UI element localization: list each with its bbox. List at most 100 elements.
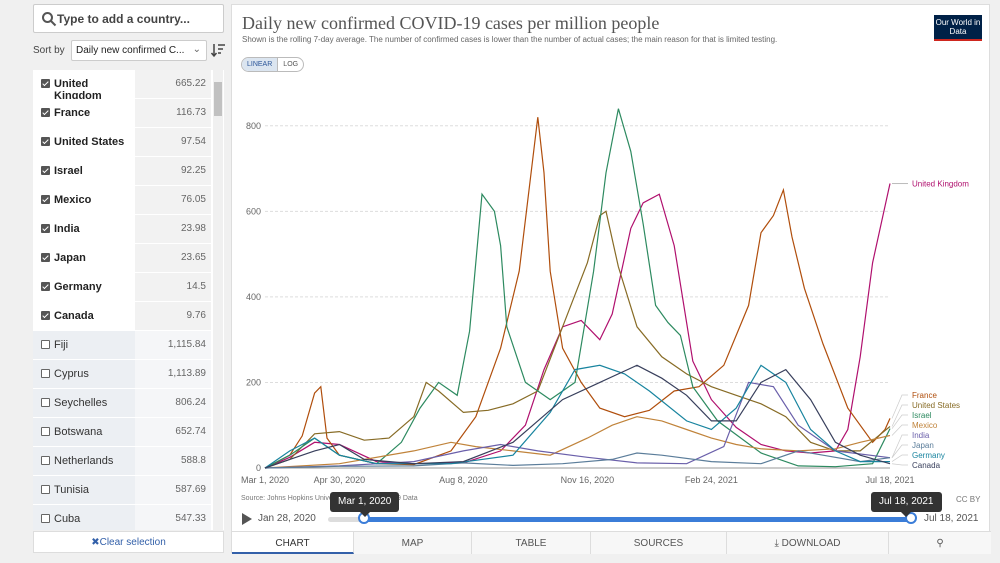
country-value: 547.33 (135, 505, 211, 530)
country-row[interactable]: India 23.98 (33, 215, 211, 243)
country-name: France (33, 99, 135, 127)
checkbox[interactable] (41, 514, 50, 523)
country-row[interactable]: United States 97.54 (33, 128, 211, 156)
country-name: Mexico (33, 186, 135, 214)
y-tick-label: 800 (246, 121, 261, 131)
series-line (264, 416, 891, 469)
checkbox[interactable] (41, 79, 50, 88)
country-row[interactable]: Israel 92.25 (33, 157, 211, 185)
log-button[interactable]: LOG (283, 61, 299, 68)
country-name: Israel (33, 157, 135, 185)
checkbox[interactable] (41, 253, 50, 262)
sort-row: Sort by Daily new confirmed C... ⌄ (33, 40, 225, 62)
country-row[interactable]: Canada 9.76 (33, 302, 211, 330)
series-line (264, 364, 891, 469)
y-tick-label: 400 (246, 292, 261, 302)
country-name: Netherlands (33, 447, 135, 475)
checkbox[interactable] (41, 427, 50, 436)
timeline-end-handle[interactable]: Jul 18, 2021 (871, 492, 942, 524)
legend-connector (891, 463, 908, 466)
download-label: DOWNLOAD (781, 538, 841, 549)
end-handle-tooltip: Jul 18, 2021 (871, 492, 942, 517)
tab-sources[interactable]: SOURCES (591, 532, 727, 554)
country-row[interactable]: Botswana 652.74 (33, 418, 211, 446)
timeline-selected-range (363, 517, 911, 522)
timeline-start-label: Jan 28, 2020 (258, 513, 316, 524)
share-icon: ⚲ (936, 538, 944, 549)
tab-download[interactable]: ⤓ DOWNLOAD (727, 532, 889, 554)
country-value: 806.24 (135, 389, 211, 417)
country-row[interactable]: Seychelles 806.24 (33, 389, 211, 417)
country-row[interactable]: Japan 23.65 (33, 244, 211, 272)
timeline-start-handle[interactable]: Mar 1, 2020 (330, 492, 400, 524)
country-name: Seychelles (33, 389, 135, 417)
checkbox[interactable] (41, 485, 50, 494)
linear-button[interactable]: LINEAR (242, 58, 279, 71)
x-tick-label: Jul 18, 2021 (865, 475, 914, 485)
source-note: Source: Johns Hopkins University CSSE CO… (241, 495, 418, 502)
country-name: Germany (33, 273, 135, 301)
list-scrollbar[interactable] (213, 70, 223, 530)
checkbox[interactable] (41, 224, 50, 233)
country-value: 652.74 (135, 418, 211, 446)
sort-label: Sort by (33, 45, 65, 56)
x-tick-label: Aug 8, 2020 (439, 475, 488, 485)
checkbox[interactable] (41, 282, 50, 291)
clear-selection-button[interactable]: ✖Clear selection (33, 531, 224, 553)
country-value: 9.76 (135, 302, 211, 330)
legend-label: United States (912, 401, 960, 410)
country-value: 76.05 (135, 186, 211, 214)
checkbox[interactable] (41, 340, 50, 349)
search-box[interactable]: Type to add a country... (33, 4, 224, 33)
x-tick-label: Feb 24, 2021 (685, 475, 738, 485)
tab-table[interactable]: TABLE (472, 532, 591, 554)
country-row[interactable]: Cyprus 1,113.89 (33, 360, 211, 388)
country-row[interactable]: Germany 14.5 (33, 273, 211, 301)
country-name: Fiji (33, 331, 135, 359)
checkbox[interactable] (41, 456, 50, 465)
checkbox[interactable] (41, 195, 50, 204)
start-handle-tooltip: Mar 1, 2020 (330, 492, 400, 517)
country-row[interactable]: United Kingdom 665.22 (33, 70, 211, 102)
country-name: Cyprus (33, 360, 135, 388)
tab-map[interactable]: MAP (354, 532, 472, 554)
country-list: United Kingdom 665.22 France 116.73 United S… (33, 70, 224, 530)
checkbox[interactable] (41, 311, 50, 320)
country-row[interactable]: Tunisia 587.69 (33, 476, 211, 504)
country-row[interactable]: France 116.73 (33, 99, 211, 127)
country-row[interactable]: Fiji 1,115.84 (33, 331, 211, 359)
checkbox[interactable] (41, 137, 50, 146)
series-line (264, 183, 891, 469)
legend-connector (891, 394, 908, 419)
download-icon: ⤓ (774, 538, 782, 549)
checkbox[interactable] (41, 108, 50, 117)
country-value: 1,113.89 (135, 360, 211, 388)
owid-logo[interactable]: Our World in Data (934, 15, 982, 41)
checkbox[interactable] (41, 369, 50, 378)
tab-share[interactable]: ⚲ (889, 532, 991, 554)
country-row[interactable]: Mexico 76.05 (33, 186, 211, 214)
checkbox[interactable] (41, 166, 50, 175)
country-value: 665.22 (135, 70, 211, 98)
legend-connector (891, 444, 908, 458)
series-line (264, 381, 891, 469)
entity-selector: Type to add a country... Sort by Daily n… (33, 4, 225, 553)
search-input[interactable]: Type to add a country... (57, 12, 190, 26)
sort-direction-icon[interactable] (211, 42, 225, 58)
country-value: 1,115.84 (135, 331, 211, 359)
country-name: Cuba (33, 505, 135, 530)
legend-label: United Kingdom (912, 180, 969, 189)
play-icon[interactable] (242, 513, 252, 525)
checkbox[interactable] (41, 398, 50, 407)
country-row[interactable]: Cuba 547.33 (33, 505, 211, 530)
country-name: Japan (33, 244, 135, 272)
country-name: Canada (33, 302, 135, 330)
y-tick-label: 200 (246, 377, 261, 387)
legend-label: France (912, 391, 937, 400)
scrollbar-thumb[interactable] (214, 82, 222, 116)
tab-chart[interactable]: CHART (232, 532, 354, 554)
legend-connector (891, 454, 908, 462)
country-row[interactable]: Netherlands 588.8 (33, 447, 211, 475)
sort-select[interactable]: Daily new confirmed C... ⌄ (71, 40, 207, 61)
timeline-end-label: Jul 18, 2021 (924, 513, 979, 524)
